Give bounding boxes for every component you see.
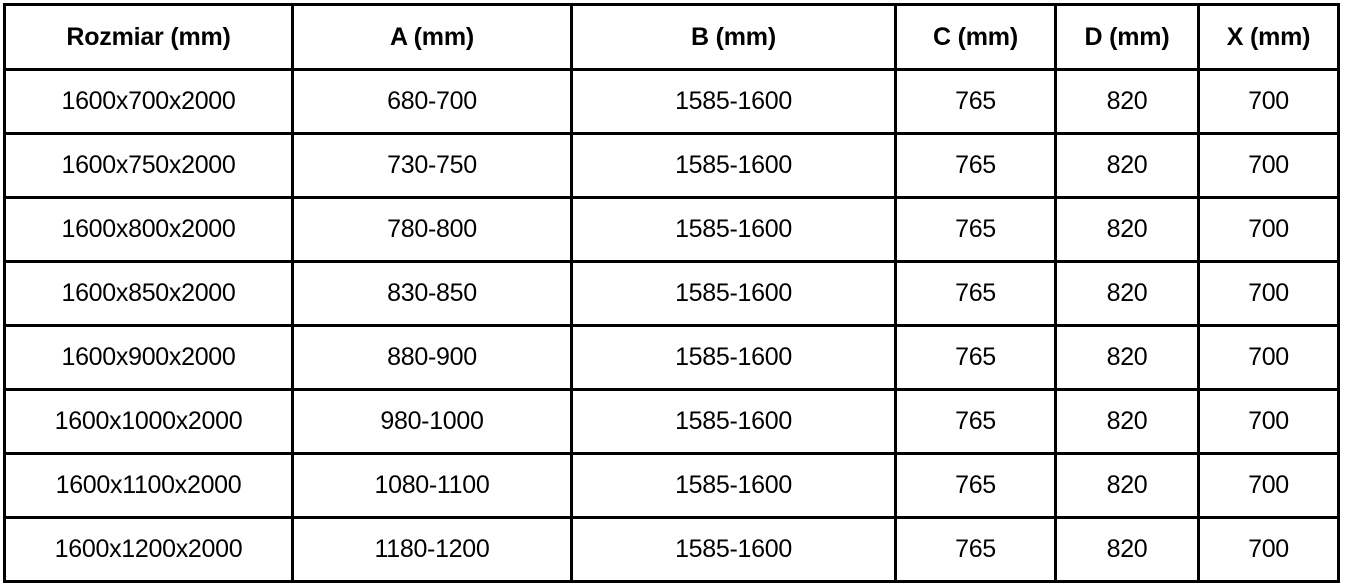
- cell-b: 1585-1600: [570, 388, 897, 455]
- cell-rozmiar: 1600x1000x2000: [3, 388, 294, 455]
- cell-a: 730-750: [291, 132, 573, 199]
- cell-rozmiar: 1600x900x2000: [3, 324, 294, 391]
- table-row: 1600x700x2000 680-700 1585-1600 765 820 …: [3, 68, 1340, 135]
- column-header-x: X (mm): [1197, 3, 1340, 71]
- cell-b: 1585-1600: [570, 452, 897, 519]
- cell-a: 880-900: [291, 324, 573, 391]
- cell-c: 765: [894, 196, 1057, 263]
- cell-x: 700: [1197, 196, 1340, 263]
- cell-b: 1585-1600: [570, 68, 897, 135]
- cell-d: 820: [1054, 132, 1200, 199]
- column-header-b: B (mm): [570, 3, 897, 71]
- table-row: 1600x1100x2000 1080-1100 1585-1600 765 8…: [3, 452, 1340, 519]
- table-header-row: Rozmiar (mm) A (mm) B (mm) C (mm) D (mm)…: [3, 3, 1340, 71]
- column-header-d: D (mm): [1054, 3, 1200, 71]
- cell-c: 765: [894, 452, 1057, 519]
- cell-rozmiar: 1600x1100x2000: [3, 452, 294, 519]
- cell-x: 700: [1197, 260, 1340, 327]
- cell-x: 700: [1197, 516, 1340, 583]
- specification-table-container: Rozmiar (mm) A (mm) B (mm) C (mm) D (mm)…: [3, 3, 1340, 583]
- table-row: 1600x850x2000 830-850 1585-1600 765 820 …: [3, 260, 1340, 327]
- cell-a: 1080-1100: [291, 452, 573, 519]
- table-row: 1600x900x2000 880-900 1585-1600 765 820 …: [3, 324, 1340, 391]
- cell-a: 680-700: [291, 68, 573, 135]
- cell-rozmiar: 1600x850x2000: [3, 260, 294, 327]
- cell-rozmiar: 1600x1200x2000: [3, 516, 294, 583]
- cell-b: 1585-1600: [570, 132, 897, 199]
- cell-c: 765: [894, 516, 1057, 583]
- cell-b: 1585-1600: [570, 260, 897, 327]
- cell-d: 820: [1054, 324, 1200, 391]
- table-body: 1600x700x2000 680-700 1585-1600 765 820 …: [3, 68, 1340, 583]
- cell-x: 700: [1197, 324, 1340, 391]
- cell-x: 700: [1197, 388, 1340, 455]
- cell-b: 1585-1600: [570, 324, 897, 391]
- cell-a: 980-1000: [291, 388, 573, 455]
- cell-d: 820: [1054, 388, 1200, 455]
- cell-d: 820: [1054, 452, 1200, 519]
- cell-b: 1585-1600: [570, 196, 897, 263]
- cell-rozmiar: 1600x800x2000: [3, 196, 294, 263]
- cell-d: 820: [1054, 260, 1200, 327]
- cell-a: 1180-1200: [291, 516, 573, 583]
- table-row: 1600x1000x2000 980-1000 1585-1600 765 82…: [3, 388, 1340, 455]
- cell-x: 700: [1197, 68, 1340, 135]
- cell-c: 765: [894, 260, 1057, 327]
- cell-d: 820: [1054, 516, 1200, 583]
- cell-c: 765: [894, 132, 1057, 199]
- column-header-a: A (mm): [291, 3, 573, 71]
- cell-b: 1585-1600: [570, 516, 897, 583]
- cell-a: 830-850: [291, 260, 573, 327]
- cell-x: 700: [1197, 132, 1340, 199]
- table-header: Rozmiar (mm) A (mm) B (mm) C (mm) D (mm)…: [3, 3, 1340, 71]
- table-row: 1600x800x2000 780-800 1585-1600 765 820 …: [3, 196, 1340, 263]
- table-row: 1600x750x2000 730-750 1585-1600 765 820 …: [3, 132, 1340, 199]
- specification-table: Rozmiar (mm) A (mm) B (mm) C (mm) D (mm)…: [3, 3, 1340, 583]
- cell-c: 765: [894, 388, 1057, 455]
- cell-x: 700: [1197, 452, 1340, 519]
- cell-rozmiar: 1600x700x2000: [3, 68, 294, 135]
- cell-d: 820: [1054, 196, 1200, 263]
- column-header-c: C (mm): [894, 3, 1057, 71]
- cell-d: 820: [1054, 68, 1200, 135]
- table-row: 1600x1200x2000 1180-1200 1585-1600 765 8…: [3, 516, 1340, 583]
- cell-rozmiar: 1600x750x2000: [3, 132, 294, 199]
- column-header-rozmiar: Rozmiar (mm): [3, 3, 294, 71]
- cell-c: 765: [894, 68, 1057, 135]
- cell-c: 765: [894, 324, 1057, 391]
- cell-a: 780-800: [291, 196, 573, 263]
